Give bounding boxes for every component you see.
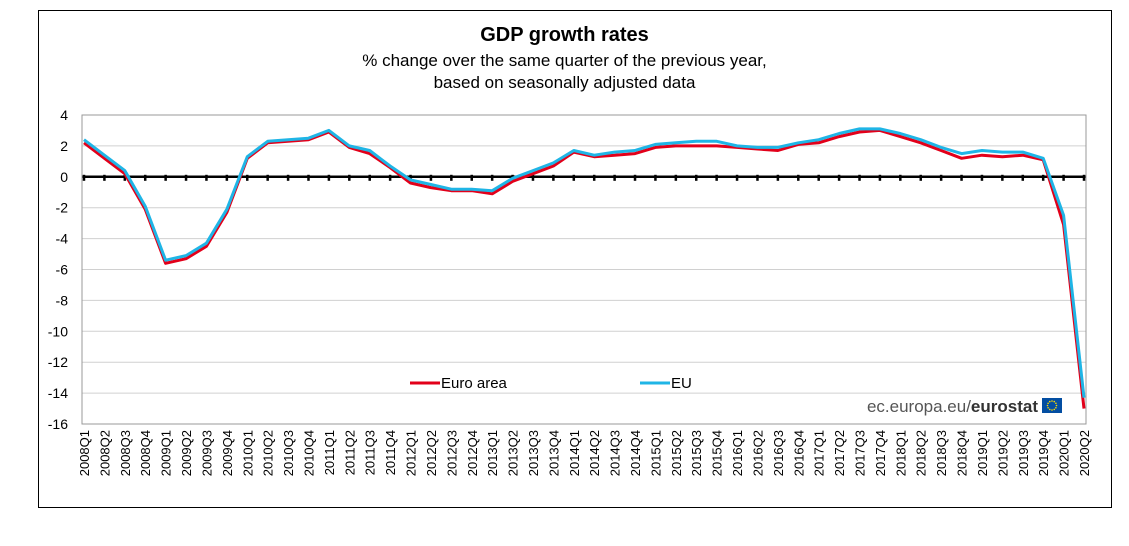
x-tick-label: 2013Q1 (485, 430, 500, 476)
x-tick-label: 2017Q3 (853, 430, 868, 476)
x-tick-label: 2012Q1 (404, 430, 419, 476)
gridlines (82, 114, 1086, 425)
x-tick-label: 2010Q2 (261, 430, 276, 476)
eu-star (1048, 408, 1051, 411)
x-tick-label: 2011Q3 (363, 430, 378, 475)
x-tick-label: 2012Q2 (424, 430, 439, 476)
y-axis: 4 2 0 -2 -4 -6 -8 -10 -12 -14 -16 (48, 107, 68, 432)
eu-star (1048, 400, 1051, 403)
source-brand: eurostat (971, 397, 1038, 416)
eu-star (1053, 400, 1056, 403)
x-tick-label: 2016Q3 (771, 430, 786, 476)
y-tick-label: -16 (48, 416, 68, 432)
x-tick-label: 2019Q4 (1036, 430, 1051, 476)
x-tick-label: 2017Q2 (832, 430, 847, 476)
x-tick-label: 2013Q4 (546, 430, 561, 476)
eu-star (1055, 406, 1057, 409)
y-tick-label: -10 (48, 323, 68, 339)
x-tick-label: 2017Q1 (812, 430, 827, 476)
chart-subtitle-line-2: based on seasonally adjusted data (433, 73, 696, 92)
x-tick-label: 2015Q2 (669, 430, 684, 476)
eu-flag-icon (1042, 398, 1062, 413)
x-tick-label: 2011Q1 (322, 430, 337, 475)
x-axis: 2008Q1 2008Q2 2008Q3 2008Q4 2009Q1 2009Q2 2009… (77, 174, 1092, 476)
x-tick-label: 2016Q1 (730, 430, 745, 476)
x-tick-label: 2012Q4 (465, 430, 480, 476)
x-tick-label: 2017Q4 (873, 430, 888, 476)
y-tick-label: -8 (56, 292, 69, 308)
x-tick-label: 2010Q1 (240, 430, 255, 476)
x-tick-label: 2008Q3 (118, 430, 133, 476)
x-tick-label: 2010Q4 (301, 430, 316, 476)
chart-subtitle-line-1: % change over the same quarter of the pr… (362, 51, 767, 70)
x-tick-label: 2008Q4 (138, 430, 153, 476)
x-tick-label: 2018Q2 (914, 430, 929, 476)
eu-stars-icon (1046, 400, 1058, 411)
x-tick-label: 2018Q4 (955, 430, 970, 476)
legend-label-euro-area: Euro area (441, 375, 508, 392)
x-tick-label: 2020Q1 (1057, 430, 1072, 476)
source-domain: ec.europa.eu/ (867, 397, 971, 416)
x-tick-label: 2013Q2 (506, 430, 521, 476)
y-tick-label: 0 (60, 169, 68, 185)
chart-title: GDP growth rates (480, 24, 649, 46)
source-url: ec.europa.eu/eurostat (867, 397, 1038, 416)
x-tick-label: 2010Q3 (281, 430, 296, 476)
legend-label-eu: EU (671, 375, 692, 392)
x-tick-label: 2018Q1 (893, 430, 908, 476)
x-tick-label: 2019Q1 (975, 430, 990, 476)
y-tick-label: -12 (48, 354, 68, 370)
x-tick-label: 2014Q4 (628, 430, 643, 476)
x-tick-label: 2008Q2 (97, 430, 112, 476)
legend: Euro area EU (410, 375, 692, 392)
x-tick-label: 2013Q3 (526, 430, 541, 476)
x-tick-label: 2016Q4 (791, 430, 806, 476)
x-tick-label: 2016Q2 (750, 430, 765, 476)
series-line-eu (83, 127, 1086, 398)
y-tick-label: -2 (56, 200, 69, 216)
x-tick-label: 2019Q3 (1016, 430, 1031, 476)
plot-area (81, 114, 1087, 425)
x-tick-label: 2019Q2 (995, 430, 1010, 476)
y-tick-label: 4 (60, 107, 68, 123)
eu-star (1053, 408, 1056, 411)
x-tick-label: 2009Q2 (179, 430, 194, 476)
x-tick-label: 2018Q3 (934, 430, 949, 476)
eu-star (1047, 406, 1049, 409)
x-tick-label: 2020Q2 (1077, 430, 1092, 476)
eu-star (1055, 402, 1057, 405)
x-tick-label: 2014Q1 (567, 430, 582, 476)
y-tick-label: -14 (48, 385, 68, 401)
chart-frame (38, 10, 1112, 508)
x-tick-label: 2012Q3 (444, 430, 459, 476)
x-tick-label: 2014Q2 (587, 430, 602, 476)
series-layer (83, 127, 1086, 409)
x-tick-label: 2015Q1 (648, 430, 663, 476)
eu-star (1051, 409, 1053, 411)
y-tick-label: 2 (60, 138, 68, 154)
eu-star (1047, 402, 1049, 405)
x-tick-label: 2014Q3 (608, 430, 623, 476)
y-tick-label: -6 (56, 262, 69, 278)
source-credit: ec.europa.eu/eurostat (867, 397, 1062, 416)
x-tick-label: 2015Q4 (710, 430, 725, 476)
x-tick-label: 2009Q4 (220, 430, 235, 476)
x-tick-label: 2011Q2 (342, 430, 357, 475)
x-tick-label: 2009Q3 (199, 430, 214, 476)
eu-star (1051, 400, 1053, 402)
x-tick-label: 2008Q1 (77, 430, 92, 476)
y-tick-label: -4 (56, 231, 69, 247)
x-tick-label: 2009Q1 (159, 430, 174, 476)
eu-star (1046, 404, 1049, 407)
eu-star (1055, 404, 1058, 407)
x-tick-label: 2015Q3 (689, 430, 704, 476)
x-tick-label: 2011Q4 (383, 430, 398, 475)
